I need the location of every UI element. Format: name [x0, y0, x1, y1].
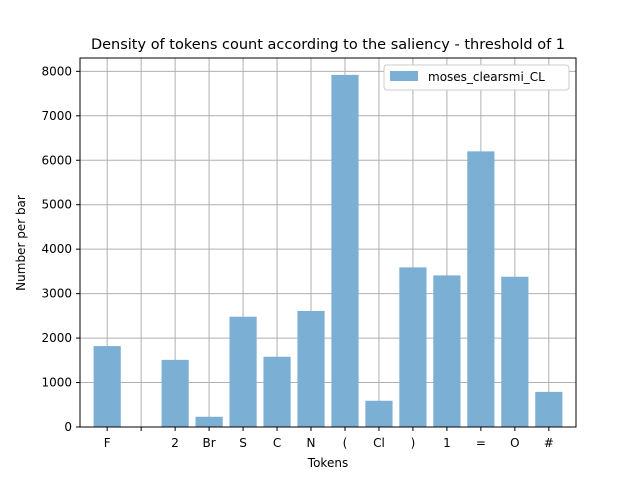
bar — [161, 359, 189, 427]
x-tick-label: = — [476, 436, 486, 450]
plot-frame — [79, 57, 577, 428]
bar — [195, 416, 223, 427]
x-tick-label: F — [104, 436, 111, 450]
x-tick-label: 1 — [443, 436, 451, 450]
x-tick-label: ( — [343, 436, 348, 450]
x-tick-label: O — [510, 436, 519, 450]
y-axis-label: Number per bar — [14, 195, 28, 291]
x-axis-ticks: F 2 Br S C N ( Cl) 1 = O # — [104, 427, 554, 450]
x-tick-label: N — [307, 436, 316, 450]
legend: moses_clearsmi_CL — [383, 64, 570, 91]
bar — [399, 267, 427, 427]
y-tick-label: 6000 — [41, 153, 72, 167]
bar — [297, 310, 325, 427]
x-tick-label: C — [273, 436, 281, 450]
bar — [93, 346, 121, 427]
bars — [93, 74, 563, 427]
legend-label: moses_clearsmi_CL — [428, 70, 545, 84]
bar — [535, 391, 563, 427]
bar — [229, 316, 257, 427]
y-tick-label: 8000 — [41, 64, 72, 78]
x-tick-label: 2 — [171, 436, 179, 450]
bar — [501, 276, 529, 427]
legend-box — [383, 64, 570, 91]
y-tick-label: 0 — [64, 420, 72, 434]
bar — [331, 74, 359, 427]
x-tick-label: # — [544, 436, 554, 450]
y-tick-label: 4000 — [41, 242, 72, 256]
bar — [467, 151, 495, 427]
y-axis-ticks: 0 1000 2000 3000 4000 5000 6000 7000 8000 — [41, 64, 80, 434]
legend-swatch — [390, 71, 418, 81]
x-tick-label: Cl — [373, 436, 385, 450]
bar — [263, 356, 291, 427]
x-tick-label: S — [239, 436, 247, 450]
bar — [365, 400, 393, 427]
x-tick-label: ) — [411, 436, 416, 450]
x-axis-label: Tokens — [307, 456, 348, 470]
y-tick-label: 3000 — [41, 287, 72, 301]
y-tick-label: 1000 — [41, 376, 72, 390]
y-tick-label: 5000 — [41, 198, 72, 212]
chart-title: Density of tokens count according to the… — [91, 37, 565, 53]
bar — [433, 275, 461, 427]
y-tick-label: 2000 — [41, 331, 72, 345]
x-tick-label: Br — [203, 436, 216, 450]
y-tick-label: 7000 — [41, 109, 72, 123]
